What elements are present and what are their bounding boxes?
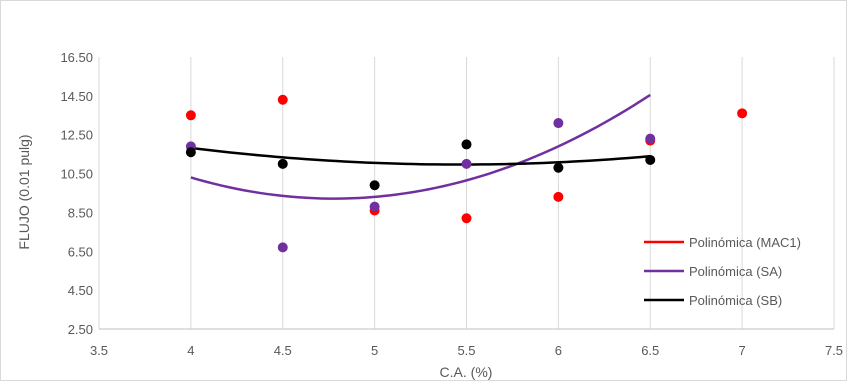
point-mac1	[461, 213, 472, 224]
point-sa	[645, 133, 656, 144]
x-tick-label: 3.5	[90, 343, 108, 358]
point-sb	[185, 147, 196, 158]
y-tick-label: 6.50	[68, 244, 93, 259]
point-sb	[645, 154, 656, 165]
trend-line-sb	[190, 146, 651, 166]
point-mac1	[737, 108, 748, 119]
point-sb	[369, 180, 380, 191]
y-tick-label: 10.50	[60, 167, 93, 182]
trend-lines	[190, 93, 651, 200]
x-axis-title: C.A. (%)	[440, 364, 493, 380]
y-tick-label: 14.50	[60, 89, 93, 104]
point-sa	[553, 118, 564, 129]
x-tick-labels: 3.5 4 4.5 5 5.5 6 6.5 7 7.5	[90, 343, 843, 358]
x-tick-label: 5	[371, 343, 378, 358]
y-tick-label: 2.50	[68, 322, 93, 337]
legend-label-mac1: Polinómica (MAC1)	[689, 235, 801, 250]
y-tick-label: 8.50	[68, 205, 93, 220]
x-tick-label: 4	[187, 343, 194, 358]
point-mac1	[553, 191, 564, 202]
x-tick-label: 7.5	[825, 343, 843, 358]
point-sb	[553, 162, 564, 173]
x-tick-label: 5.5	[457, 343, 475, 358]
point-sa	[277, 242, 288, 253]
point-sa	[461, 158, 472, 169]
grid-lines	[98, 57, 835, 329]
y-tick-label: 16.50	[60, 50, 93, 65]
point-sa	[369, 201, 380, 212]
legend: Polinómica (MAC1) Polinómica (SA) Polinómi…	[644, 235, 801, 308]
point-sb	[277, 158, 288, 169]
point-mac1	[185, 110, 196, 121]
legend-label-sb: Polinómica (SB)	[689, 293, 782, 308]
data-points	[185, 94, 748, 253]
y-tick-label: 12.50	[60, 128, 93, 143]
y-axis-title: FLUJO (0.01 pulg)	[16, 134, 32, 249]
legend-label-sa: Polinómica (SA)	[689, 264, 782, 279]
trend-line-sa	[190, 93, 651, 200]
x-tick-label: 7	[739, 343, 746, 358]
x-tick-label: 6.5	[641, 343, 659, 358]
point-mac1	[277, 94, 288, 105]
y-tick-label: 4.50	[68, 283, 93, 298]
point-sb	[461, 139, 472, 150]
x-tick-label: 4.5	[274, 343, 292, 358]
x-tick-label: 6	[555, 343, 562, 358]
y-tick-labels: 2.50 4.50 6.50 8.50 10.50 12.50 14.50 16.50	[60, 50, 93, 337]
